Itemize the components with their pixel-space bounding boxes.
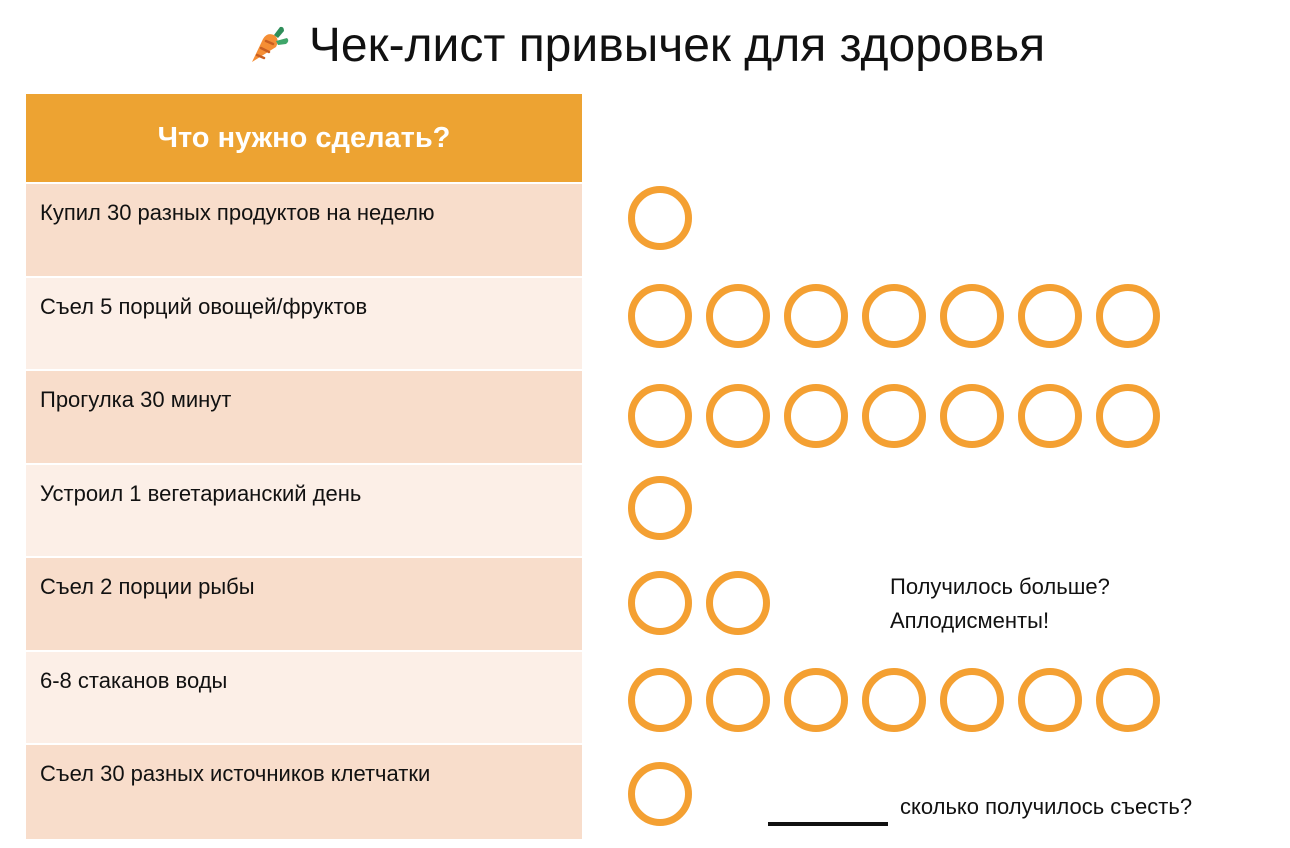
bonus-note-line: Аплодисменты!	[890, 608, 1050, 633]
circle-row	[628, 476, 692, 540]
progress-circle[interactable]	[628, 284, 692, 348]
task-row: Съел 30 разных источников клетчатки	[26, 745, 582, 839]
progress-circle[interactable]	[706, 571, 770, 635]
task-row: Съел 2 порции рыбы	[26, 558, 582, 652]
habit-checklist-table: Что нужно сделать? Купил 30 разных проду…	[26, 94, 582, 839]
progress-circle[interactable]	[1018, 284, 1082, 348]
progress-circle[interactable]	[1018, 668, 1082, 732]
progress-circle[interactable]	[784, 384, 848, 448]
task-row: Купил 30 разных продуктов на неделю	[26, 184, 582, 278]
bonus-note: Получилось больше? Аплодисменты!	[890, 570, 1110, 638]
circle-row	[628, 571, 770, 635]
circle-row	[628, 668, 1160, 732]
progress-circle[interactable]	[706, 668, 770, 732]
progress-circle[interactable]	[862, 384, 926, 448]
task-row: 6-8 стаканов воды	[26, 651, 582, 745]
progress-circle[interactable]	[940, 668, 1004, 732]
task-row: Прогулка 30 минут	[26, 371, 582, 465]
table-header: Что нужно сделать?	[26, 94, 582, 184]
answer-prompt: сколько получилось съесть?	[900, 794, 1193, 819]
progress-circle[interactable]	[1096, 284, 1160, 348]
progress-circle[interactable]	[628, 186, 692, 250]
answer-line	[768, 822, 888, 826]
progress-circle[interactable]	[940, 284, 1004, 348]
page-title: Чек-лист привычек для здоровья	[308, 19, 1046, 72]
progress-circle[interactable]	[1018, 384, 1082, 448]
progress-circle[interactable]	[628, 668, 692, 732]
circle-row	[628, 384, 1160, 448]
bonus-note-line: Получилось больше?	[890, 574, 1110, 599]
circle-row	[628, 284, 1160, 348]
task-row: Съел 5 порций овощей/фруктов	[26, 277, 582, 371]
circle-row	[628, 762, 692, 826]
progress-circle[interactable]	[628, 762, 692, 826]
progress-circle[interactable]	[862, 284, 926, 348]
progress-circle[interactable]	[628, 571, 692, 635]
progress-circle[interactable]	[940, 384, 1004, 448]
page-header: Чек-лист привычек для здоровья	[0, 10, 1290, 82]
progress-circle[interactable]	[784, 284, 848, 348]
carrot-icon	[251, 26, 289, 62]
progress-circle[interactable]	[706, 284, 770, 348]
progress-circle[interactable]	[628, 476, 692, 540]
progress-circle[interactable]	[706, 384, 770, 448]
progress-circle[interactable]	[1096, 668, 1160, 732]
task-row: Устроил 1 вегетарианский день	[26, 464, 582, 558]
progress-circle[interactable]	[628, 384, 692, 448]
progress-circle[interactable]	[862, 668, 926, 732]
progress-circle[interactable]	[784, 668, 848, 732]
progress-circle[interactable]	[1096, 384, 1160, 448]
circle-row	[628, 186, 692, 250]
